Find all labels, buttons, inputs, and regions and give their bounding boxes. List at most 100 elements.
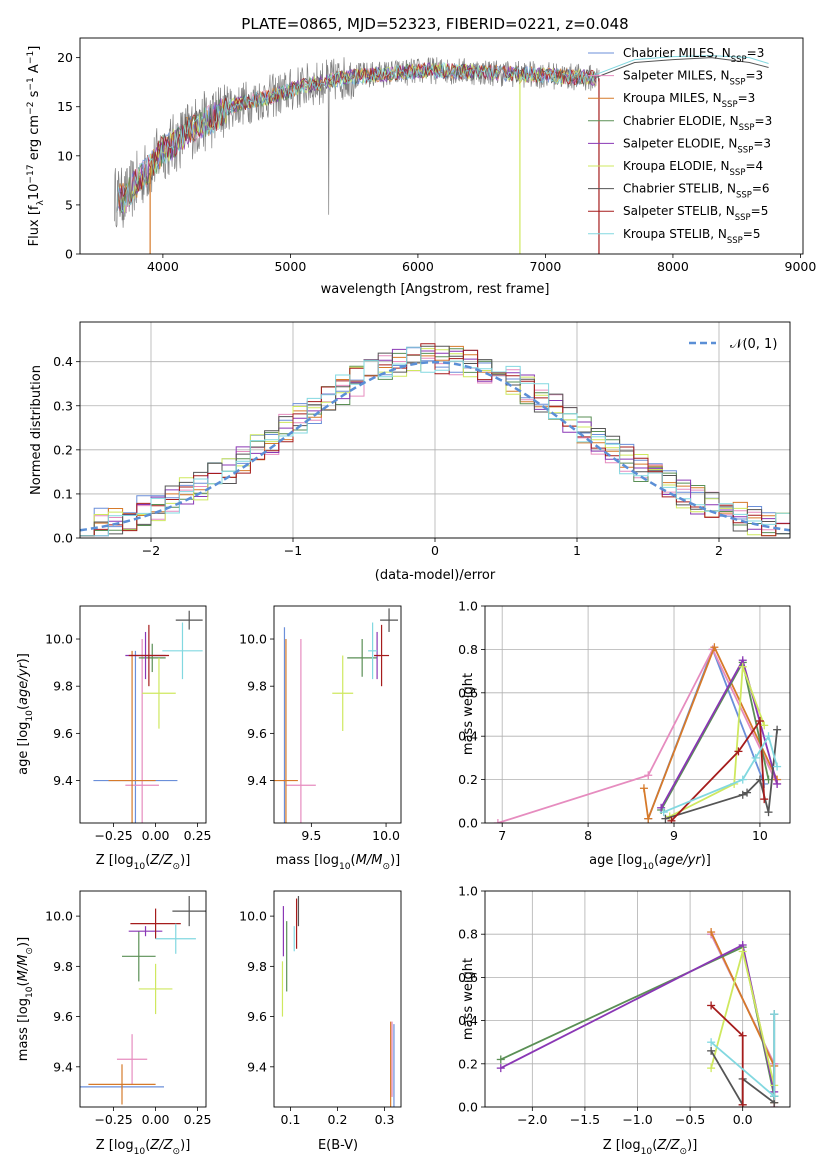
legend-label-kroupa-stelib: Kroupa STELIB, NSSP=5 bbox=[623, 227, 761, 246]
spectrum-legend: Chabrier MILES, NSSP=3 Salpeter MILES, NS… bbox=[588, 46, 772, 246]
data-marker-kroupa-stelib bbox=[738, 775, 747, 784]
x-tick-label: −1.0 bbox=[622, 1112, 652, 1127]
x-tick-label: 9 bbox=[670, 828, 678, 843]
mass-vs-Z-chart: −0.25 0.00 0.25 9.4 9.6 9.8 10.0 Z [log10(Z/Z⊙)… bbox=[16, 890, 212, 1157]
data-marker-kroupa-elodie bbox=[738, 947, 747, 956]
data-marker-kroupa-stelib bbox=[773, 762, 782, 771]
age-vs-Z-x-label: Z [log10(Z/Z⊙)] bbox=[96, 853, 191, 872]
y-tick-label: 9.6 bbox=[247, 726, 267, 741]
y-tick-label: 0 bbox=[65, 247, 73, 262]
data-marker-salpeter-stelib bbox=[734, 747, 743, 756]
data-marker-salpeter-miles bbox=[493, 819, 502, 823]
y-tick-label: 9.8 bbox=[53, 959, 73, 974]
data-marker-salpeter-elodie bbox=[657, 803, 666, 812]
age-vs-Z-chart: −0.25 0.00 0.25 9.4 9.6 9.8 10.0 Z [log10(Z/Z⊙)… bbox=[16, 605, 212, 872]
x-tick-label: 1 bbox=[573, 543, 581, 558]
y-tick-label: 10.0 bbox=[239, 632, 267, 647]
data-marker-salpeter-elodie bbox=[496, 1064, 505, 1073]
figure-title: PLATE=0865, MJD=52323, FIBERID=0221, z=0… bbox=[241, 15, 628, 33]
data-point-salpeter-stelib bbox=[130, 908, 181, 939]
data-marker-kroupa-elodie bbox=[738, 662, 747, 671]
data-point-kroupa-stelib bbox=[155, 923, 196, 954]
data-marker-kroupa-stelib bbox=[770, 1010, 779, 1019]
model-tail-chabrier-stelib bbox=[596, 57, 769, 78]
normal-curve bbox=[80, 360, 790, 532]
mass-vs-EBV-chart: 0.1 0.2 0.3 9.4 9.6 9.8 10.0 E(B-V) bbox=[239, 890, 402, 1153]
mass-weight-vs-Z-plot bbox=[496, 928, 779, 1107]
data-point-kroupa-miles bbox=[108, 650, 156, 823]
legend-label-chabrier-miles: Chabrier MILES, NSSP=3 bbox=[623, 46, 764, 65]
y-tick-label: 0.2 bbox=[458, 1056, 478, 1071]
legend-label-salpeter-stelib: Salpeter STELIB, NSSP=5 bbox=[623, 204, 768, 223]
data-point-kroupa-elodie bbox=[332, 655, 354, 732]
y-tick-label: 9.4 bbox=[53, 1059, 73, 1074]
y-tick-label: 10 bbox=[57, 148, 73, 163]
age-vs-Z-axes: −0.25 0.00 0.25 9.4 9.6 9.8 10.0 Z [log10(Z/Z⊙)… bbox=[16, 605, 212, 872]
data-marker-kroupa-elodie bbox=[707, 1064, 716, 1073]
mass-weight-vs-age-plot bbox=[493, 643, 782, 823]
y-tick-label: 20 bbox=[57, 50, 73, 65]
data-marker-kroupa-miles bbox=[644, 814, 653, 823]
y-tick-label: 0.0 bbox=[458, 1100, 478, 1115]
residuals-frame bbox=[79, 321, 791, 539]
mass-weight-vs-Z-y-label: mass weight bbox=[461, 958, 476, 1040]
x-tick-label: −1.5 bbox=[570, 1112, 600, 1127]
x-tick-label: 0.25 bbox=[184, 1112, 212, 1127]
x-tick-label: 4000 bbox=[147, 259, 179, 274]
x-tick-label: 0 bbox=[431, 543, 439, 558]
data-point-kroupa-stelib bbox=[368, 622, 378, 680]
y-tick-label: 0.6 bbox=[458, 685, 478, 700]
x-tick-label: 9000 bbox=[785, 259, 817, 274]
data-point-chabrier-stelib bbox=[172, 896, 206, 927]
legend-label-chabrier-elodie: Chabrier ELODIE, NSSP=3 bbox=[623, 114, 772, 133]
residuals-axes: −2 −1 0 1 2 0.0 0.1 0.2 0.3 0.4 (data-model)/error… bbox=[29, 321, 791, 583]
series-line-salpeter-miles bbox=[497, 647, 778, 823]
age-vs-mass-chart: 9.5 10.0 9.4 9.6 9.8 10.0 mass [log10(M/M⊙)] bbox=[239, 605, 402, 872]
data-point-kroupa-miles bbox=[88, 1064, 156, 1105]
data-point-salpeter-miles bbox=[125, 639, 159, 823]
y-tick-label: 9.4 bbox=[53, 773, 73, 788]
spectrum-chart: 4000 5000 6000 7000 8000 9000 0 5 10 15 20 waveleng… bbox=[26, 37, 817, 297]
legend-label-normal: 𝒩(0, 1) bbox=[730, 337, 777, 352]
data-marker-kroupa-elodie bbox=[760, 721, 769, 730]
data-marker-chabrier-stelib bbox=[764, 808, 773, 817]
data-point-chabrier-elodie bbox=[122, 931, 156, 982]
legend-label-salpeter-elodie: Salpeter ELODIE, NSSP=3 bbox=[623, 136, 771, 155]
spectrum-plot bbox=[114, 55, 769, 254]
x-tick-label: 0.25 bbox=[184, 828, 212, 843]
x-tick-label: −0.25 bbox=[94, 1112, 132, 1127]
data-marker-salpeter-stelib bbox=[738, 1031, 747, 1040]
x-tick-label: −0.5 bbox=[675, 1112, 705, 1127]
x-tick-label: −0.25 bbox=[94, 828, 132, 843]
y-tick-label: 1.0 bbox=[458, 599, 478, 614]
legend-label-chabrier-stelib: Chabrier STELIB, NSSP=6 bbox=[623, 182, 770, 201]
y-tick-label: 0.0 bbox=[53, 531, 73, 546]
data-marker-chabrier-stelib bbox=[661, 814, 670, 823]
y-tick-label: 10.0 bbox=[45, 632, 73, 647]
y-tick-label: 0.3 bbox=[53, 398, 73, 413]
y-tick-label: 15 bbox=[57, 99, 73, 114]
data-marker-kroupa-stelib bbox=[751, 753, 760, 762]
data-marker-chabrier-stelib bbox=[743, 788, 752, 797]
data-point-chabrier-elodie bbox=[138, 643, 166, 673]
data-point-salpeter-stelib bbox=[374, 624, 390, 687]
data-marker-salpeter-stelib bbox=[755, 717, 764, 726]
y-tick-label: 0.8 bbox=[458, 642, 478, 657]
y-tick-label: 9.6 bbox=[53, 1009, 73, 1024]
data-marker-salpeter-elodie bbox=[773, 779, 782, 788]
age-vs-mass-x-label: mass [log10(M/M⊙)] bbox=[276, 853, 400, 872]
legend-label-kroupa-miles: Kroupa MILES, NSSP=3 bbox=[623, 91, 755, 110]
mass-weight-vs-Z-x-label: Z [log10(Z/Z⊙)] bbox=[603, 1138, 698, 1157]
y-tick-label: 0.0 bbox=[458, 816, 478, 831]
mass-vs-EBV-plot bbox=[281, 896, 395, 1107]
data-marker-chabrier-stelib bbox=[738, 790, 747, 799]
y-tick-label: 1.0 bbox=[458, 884, 478, 899]
data-marker-salpeter-stelib bbox=[667, 816, 676, 823]
x-tick-label: 10 bbox=[752, 828, 768, 843]
data-point-kroupa-miles bbox=[274, 639, 298, 823]
spectrum-axes: 4000 5000 6000 7000 8000 9000 0 5 10 15 20 waveleng… bbox=[26, 37, 817, 297]
y-tick-label: 0.4 bbox=[53, 354, 73, 369]
series-line-kroupa-elodie bbox=[669, 666, 766, 818]
mass-vs-EBV-axes: 0.1 0.2 0.3 9.4 9.6 9.8 10.0 E(B-V) bbox=[239, 890, 402, 1153]
mass-vs-Z-y-label: mass [log10(M/M⊙)] bbox=[16, 937, 35, 1061]
